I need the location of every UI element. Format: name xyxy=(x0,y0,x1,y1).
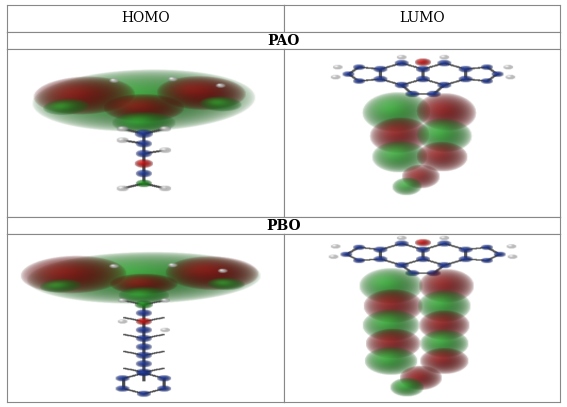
Text: PAO: PAO xyxy=(267,33,300,48)
Text: PBO: PBO xyxy=(266,219,301,232)
Text: LUMO: LUMO xyxy=(399,11,445,26)
Text: HOMO: HOMO xyxy=(121,11,170,26)
